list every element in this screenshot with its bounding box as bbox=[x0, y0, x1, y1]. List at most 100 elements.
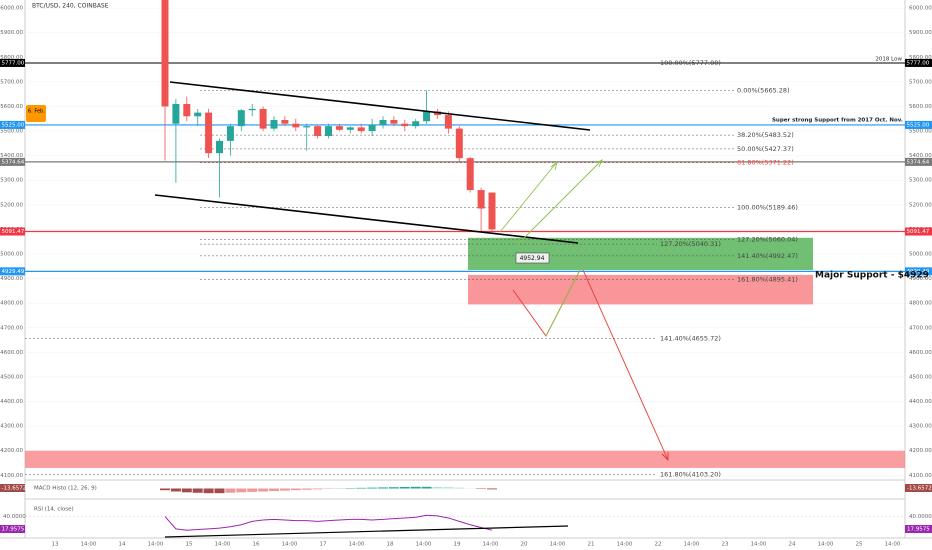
macd-bar bbox=[279, 488, 290, 491]
price-tag bbox=[0, 267, 25, 276]
macd-bar bbox=[443, 487, 454, 489]
macd-bar bbox=[203, 488, 214, 494]
macd-bar bbox=[487, 488, 497, 490]
macd-title: MACD Histo (12, 26, 9) bbox=[34, 486, 97, 492]
y-tick-label: 4800.00 bbox=[909, 301, 932, 307]
y-tick-label: 4300.00 bbox=[909, 424, 932, 430]
x-tick-label: 23 bbox=[722, 542, 729, 548]
y-tick-label: 4100.00 bbox=[909, 473, 932, 479]
x-tick-label: 20 bbox=[521, 542, 528, 548]
candle-body bbox=[346, 127, 354, 130]
x-tick-label: 14:00 bbox=[885, 542, 901, 548]
trend-line bbox=[164, 525, 569, 538]
macd-bar bbox=[356, 487, 367, 489]
y-tick-label: 5400.00 bbox=[909, 153, 932, 159]
price-tag bbox=[0, 120, 25, 129]
price-pane bbox=[25, 0, 905, 476]
y-tick-label: 5000.00 bbox=[909, 252, 932, 258]
candle-body bbox=[194, 112, 202, 117]
x-tick-label: 25 bbox=[856, 542, 863, 548]
x-tick-label: 14:00 bbox=[818, 542, 834, 548]
x-tick-label: 14:00 bbox=[416, 542, 432, 548]
value-tag bbox=[905, 525, 932, 533]
x-tick-label: 24 bbox=[789, 542, 796, 548]
price-tag bbox=[905, 58, 932, 67]
value-tag bbox=[0, 484, 25, 492]
x-tick-label: 14:00 bbox=[617, 542, 633, 548]
candle-body bbox=[205, 112, 213, 154]
fib-label: 141.40%(4655.72) bbox=[660, 335, 721, 343]
date-tag-label: 6. Feb. bbox=[28, 109, 45, 115]
x-tick-label: 14 bbox=[119, 542, 126, 548]
fib-label: 161.80%(4103.20) bbox=[660, 471, 721, 479]
candle-body bbox=[281, 120, 289, 124]
x-tick-label: 14:00 bbox=[148, 542, 164, 548]
fib-label: 100.00%(5189.46) bbox=[737, 203, 798, 211]
date-tag bbox=[26, 105, 46, 122]
value-tag-label: 17.9575 bbox=[907, 527, 930, 533]
rsi-tick-label: 40.0000 bbox=[3, 514, 26, 520]
candle-body bbox=[466, 158, 474, 191]
candle-body bbox=[161, 0, 169, 107]
y-tick-label: 4900.00 bbox=[909, 276, 932, 282]
rsi-tick-label: 40.0000 bbox=[909, 514, 932, 520]
price-tag bbox=[0, 157, 25, 166]
candle-body bbox=[303, 126, 311, 128]
y-tick-label: 4500.00 bbox=[909, 374, 932, 380]
annotation: 2018 Low bbox=[875, 56, 902, 62]
fib-label: 127.20%(5040.31) bbox=[660, 240, 721, 248]
y-tick-label: 4900.00 bbox=[0, 276, 23, 282]
macd-bar bbox=[421, 486, 432, 489]
price-tag-label: 5091.47 bbox=[907, 229, 930, 235]
y-tick-label: 4200.00 bbox=[0, 448, 23, 454]
price-tag bbox=[0, 58, 25, 67]
macd-bar bbox=[388, 487, 399, 489]
price-tag-label: 5777.00 bbox=[2, 60, 25, 66]
arrow bbox=[545, 269, 581, 337]
y-tick-label: 5000.00 bbox=[0, 252, 23, 258]
candle-body bbox=[172, 104, 180, 124]
candle-body bbox=[237, 110, 245, 127]
y-tick-label: 5300.00 bbox=[909, 178, 932, 184]
fib-label: 100.00%(5777.00) bbox=[660, 59, 721, 67]
x-tick-label: 14:00 bbox=[483, 542, 499, 548]
y-tick-label: 5700.00 bbox=[0, 79, 23, 85]
price-tag-label: 5374.64 bbox=[907, 159, 930, 165]
fib-label: 127.20%(5060.04) bbox=[737, 235, 798, 243]
arrow bbox=[582, 269, 669, 461]
candle-body bbox=[183, 104, 191, 117]
value-tag bbox=[905, 484, 932, 492]
trend-line bbox=[169, 81, 591, 131]
price-tag-label: 4929.49 bbox=[2, 269, 25, 275]
price-tag-label: 5374.64 bbox=[2, 159, 25, 165]
annotation: Major Support - $4929 bbox=[815, 270, 929, 280]
y-tick-label: 4300.00 bbox=[0, 424, 23, 430]
candle-body bbox=[292, 123, 300, 128]
macd-bar bbox=[160, 488, 170, 491]
arrow-head bbox=[595, 159, 603, 168]
macd-bar bbox=[290, 488, 301, 491]
macd-bar bbox=[236, 488, 247, 493]
arrow bbox=[499, 161, 558, 233]
macd-bar bbox=[367, 487, 378, 489]
x-tick-label: 13 bbox=[52, 542, 59, 548]
y-tick-label: 4600.00 bbox=[0, 350, 23, 356]
x-tick-label: 17 bbox=[320, 542, 327, 548]
macd-bar bbox=[181, 488, 192, 493]
macd-bar bbox=[410, 486, 421, 489]
candle-body bbox=[259, 108, 267, 129]
trend-lines bbox=[154, 81, 591, 538]
y-tick-label: 4400.00 bbox=[0, 399, 23, 405]
macd-bar bbox=[312, 488, 323, 490]
x-tick-label: 15 bbox=[186, 542, 193, 548]
y-tick-label: 5800.00 bbox=[0, 55, 23, 61]
y-tick-label: 4200.00 bbox=[909, 448, 932, 454]
y-tick-label: 4800.00 bbox=[0, 301, 23, 307]
y-tick-label: 5800.00 bbox=[909, 55, 932, 61]
macd-bar bbox=[225, 488, 236, 493]
y-tick-label: 5900.00 bbox=[0, 30, 23, 36]
annotation: Super strong Support from 2017 Oct. Nov. bbox=[772, 117, 903, 123]
candle-body bbox=[390, 120, 398, 124]
